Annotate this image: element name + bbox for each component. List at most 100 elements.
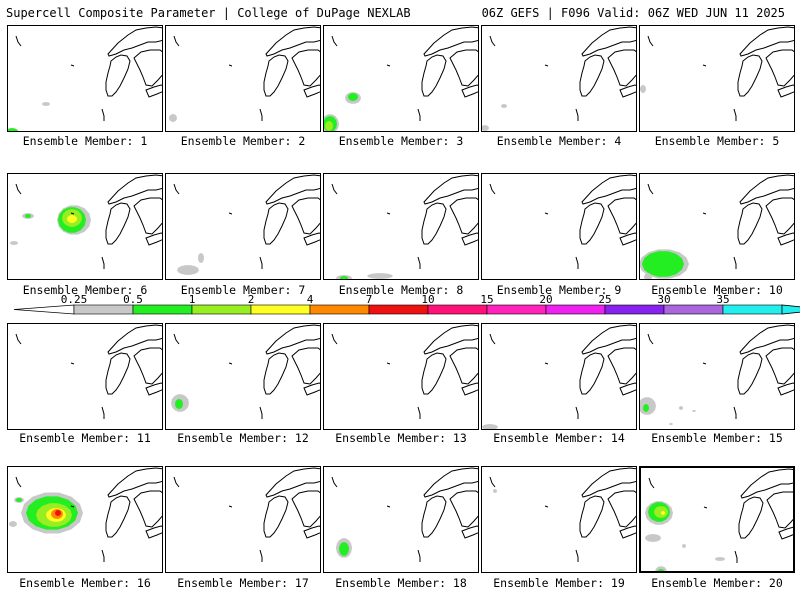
panel-label: Ensemble Member: 11 — [19, 431, 151, 445]
coast-detail — [331, 35, 338, 47]
ensemble-panel-7 — [165, 173, 321, 280]
coast-detail — [101, 256, 105, 269]
coast-detail — [70, 505, 75, 508]
legend-tick-label: 1 — [188, 293, 196, 306]
scp-shading — [169, 114, 177, 122]
legend-swatch — [427, 304, 488, 315]
scp-shading — [654, 506, 668, 518]
lake-outline — [737, 202, 763, 245]
lake-outline — [105, 352, 131, 395]
scp-shading — [8, 128, 18, 131]
scp-shading — [198, 253, 204, 263]
lake-outline — [423, 174, 478, 205]
lake-outline — [738, 496, 764, 539]
lake-outline — [133, 347, 162, 385]
lake-outline — [579, 202, 605, 245]
scp-shading — [339, 542, 349, 556]
lake-outline — [107, 26, 162, 57]
coast-detail — [386, 212, 391, 215]
legend-swatch — [309, 304, 370, 315]
panel-label: Ensemble Member: 10 — [651, 283, 783, 297]
panel-label: Ensemble Member: 4 — [496, 134, 622, 148]
lake-outline — [423, 324, 478, 355]
ensemble-panel-16 — [7, 466, 163, 573]
legend-arrow-high — [781, 304, 800, 315]
scp-shading — [501, 104, 507, 108]
coast-detail — [101, 406, 105, 419]
map-canvas — [489, 174, 636, 269]
legend-arrow-low — [13, 304, 75, 315]
coast-detail — [228, 362, 233, 365]
lake-outline — [145, 382, 162, 396]
ensemble-panel-18 — [323, 466, 479, 573]
scp-shading — [645, 534, 661, 542]
coast-detail — [386, 362, 391, 365]
legend-tick-label: 2 — [247, 293, 255, 306]
map-canvas — [173, 174, 320, 275]
panel-label: Ensemble Member: 1 — [22, 134, 148, 148]
coast-detail — [173, 183, 180, 195]
legend-swatch — [191, 304, 252, 315]
scp-shading — [348, 93, 358, 101]
coast-detail — [101, 108, 105, 121]
lake-outline — [607, 347, 636, 385]
legend-tick-label: 4 — [306, 293, 314, 306]
panel-label: Ensemble Member: 14 — [493, 431, 625, 445]
ensemble-panel-5 — [639, 25, 795, 132]
ensemble-panel-9 — [481, 173, 637, 280]
legend-swatch — [250, 304, 311, 315]
coast-detail — [489, 183, 496, 195]
panel-label: Ensemble Member: 3 — [338, 134, 464, 148]
lake-outline — [765, 49, 794, 87]
lake-outline — [766, 491, 793, 529]
lake-outline — [461, 382, 478, 396]
ensemble-panel-2 — [165, 25, 321, 132]
map-canvas — [15, 324, 162, 419]
lake-outline — [619, 232, 636, 246]
scp-shading — [669, 423, 673, 425]
ensemble-panel-20 — [639, 466, 795, 573]
panel-label: Ensemble Member: 18 — [335, 576, 467, 590]
lake-outline — [105, 54, 131, 97]
lake-outline — [107, 467, 162, 498]
lake-outline — [737, 352, 763, 395]
coast-detail — [228, 505, 233, 508]
coast-detail — [70, 362, 75, 365]
coast-detail — [734, 550, 738, 563]
ensemble-panel-17 — [165, 466, 321, 573]
coast-detail — [544, 362, 549, 365]
coast-detail — [544, 505, 549, 508]
coast-detail — [259, 549, 263, 562]
legend-tick-label: 25 — [598, 293, 612, 306]
map-canvas — [645, 468, 793, 571]
lake-outline — [263, 495, 289, 538]
scp-shading — [642, 251, 684, 277]
coast-detail — [702, 212, 707, 215]
ensemble-panel-1 — [7, 25, 163, 132]
lake-outline — [303, 232, 320, 246]
scp-shading — [175, 399, 183, 409]
scp-shading — [325, 121, 333, 131]
color-scale-bar — [13, 304, 800, 315]
legend-swatch — [132, 304, 193, 315]
legend-tick-label: 0.25 — [60, 293, 88, 306]
coast-detail — [331, 183, 338, 195]
scp-shading — [657, 569, 665, 571]
coast-detail — [703, 506, 708, 509]
ensemble-panel-12 — [165, 323, 321, 430]
scp-shading — [367, 273, 393, 279]
map-canvas — [640, 324, 794, 425]
panel-label: Ensemble Member: 8 — [338, 283, 464, 297]
lake-outline — [739, 174, 794, 205]
lake-outline — [579, 54, 605, 97]
coast-detail — [228, 212, 233, 215]
coast-detail — [331, 333, 338, 345]
lake-outline — [461, 525, 478, 539]
scp-shading — [644, 273, 652, 279]
lake-outline — [737, 54, 763, 97]
coast-detail — [70, 64, 75, 67]
lake-outline — [461, 232, 478, 246]
lake-outline — [291, 490, 320, 528]
scp-shading — [493, 489, 497, 493]
legend-tick-label: 30 — [657, 293, 671, 306]
